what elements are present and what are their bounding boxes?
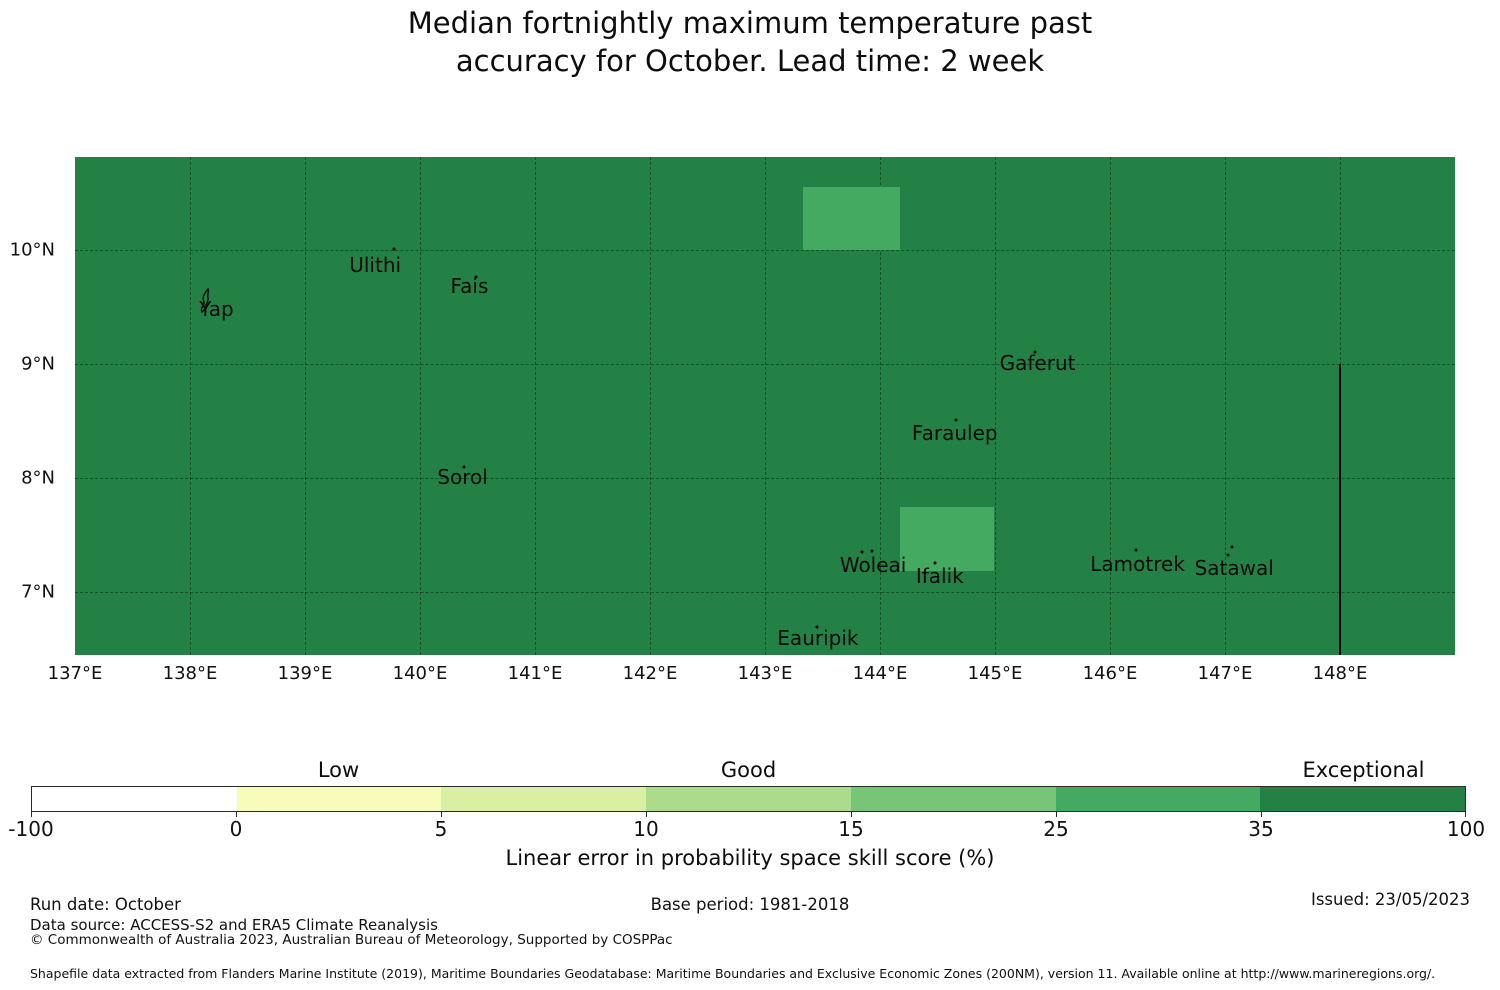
island-dot xyxy=(870,549,874,553)
island-dot xyxy=(1230,545,1234,549)
island-label: Lamotrek xyxy=(1090,551,1185,576)
colorbar-axis-label: Linear error in probability space skill … xyxy=(505,846,995,870)
map-plot: Yap Ulithi Fais Sorol Gaferut Faraulep Woleai I… xyxy=(75,157,1455,655)
data-source-text: Data source: ACCESS-S2 and ERA5 Climate … xyxy=(30,916,438,934)
skill-score-cell xyxy=(899,506,994,571)
meridian-gridline xyxy=(190,157,191,655)
island-dot xyxy=(815,625,819,628)
island-dot xyxy=(954,418,958,422)
island-label: Ifalik xyxy=(915,564,964,589)
x-axis-tick-label: 138°E xyxy=(162,663,218,684)
x-axis-tick-label: 137°E xyxy=(47,663,103,684)
island-label: Faraulep xyxy=(911,420,998,445)
colorbar-category-label: Good xyxy=(720,758,777,782)
y-axis-tick-label: 10°N xyxy=(9,239,55,261)
colorbar-tick-label: 0 xyxy=(229,817,243,841)
colorbar-segment xyxy=(1260,787,1466,811)
x-axis-tick-label: 147°E xyxy=(1197,663,1253,684)
x-axis-tick-label: 144°E xyxy=(852,663,908,684)
eez-boundary-line xyxy=(1339,364,1341,655)
colorbar-tick-label: 15 xyxy=(838,817,864,841)
shapefile-note-text: Shapefile data extracted from Flanders M… xyxy=(30,966,1436,981)
island-dot xyxy=(1226,553,1230,557)
colorbar-tickmark xyxy=(441,812,442,817)
colorbar-category-label: Low xyxy=(317,758,360,782)
parallel-gridline xyxy=(75,478,1455,480)
meridian-gridline xyxy=(420,157,421,655)
island-label: Satawal xyxy=(1194,556,1274,581)
island-dot xyxy=(1033,350,1037,354)
colorbar-bar xyxy=(31,786,1466,812)
skill-score-cell xyxy=(802,186,900,251)
colorbar-segment xyxy=(850,787,1056,811)
chart-title: Median fortnightly maximum temperature p… xyxy=(407,6,1093,78)
copyright-text: © Commonwealth of Australia 2023, Austra… xyxy=(30,932,673,948)
colorbar-tickmark xyxy=(1261,812,1262,817)
island-dot xyxy=(933,561,937,565)
colorbar-tickmark xyxy=(236,812,237,817)
colorbar-tickmark xyxy=(1465,812,1466,817)
meridian-gridline xyxy=(305,157,306,655)
meridian-gridline xyxy=(880,157,881,655)
colorbar-tick-label: 10 xyxy=(633,817,659,841)
parallel-gridline xyxy=(75,364,1455,366)
yap-island-shape xyxy=(198,287,214,318)
meridian-gridline xyxy=(765,157,766,655)
y-axis-tick-label: 9°N xyxy=(21,353,55,375)
meridian-gridline xyxy=(1225,157,1226,655)
parallel-gridline xyxy=(75,250,1455,252)
colorbar-tick-labels: -100 0 5 10 15 25 35 100 xyxy=(8,817,1485,841)
y-axis-tick-label: 8°N xyxy=(21,467,55,489)
colorbar-segment xyxy=(646,787,851,811)
colorbar-segment xyxy=(1055,787,1261,811)
colorbar-tick-label: -100 xyxy=(8,817,54,841)
x-axis-tick-label: 141°E xyxy=(507,663,563,684)
colorbar-tick-label: 25 xyxy=(1043,817,1069,841)
colorbar-category-labels: Low Good Exceptional xyxy=(31,758,1466,784)
colorbar-tickmark xyxy=(1056,812,1057,817)
x-axis-tick-label: 142°E xyxy=(622,663,678,684)
island-dot xyxy=(1134,548,1138,552)
island-dot xyxy=(474,275,478,279)
colorbar-tickmarks xyxy=(31,812,1466,817)
colorbar-category-label: Exceptional xyxy=(1302,758,1425,782)
island-dot xyxy=(860,550,864,554)
base-period-text: Base period: 1981-2018 xyxy=(650,895,850,914)
island-label: Woleai xyxy=(839,552,907,577)
colorbar-tick-label: 35 xyxy=(1248,817,1274,841)
y-axis: 10°N 9°N 8°N 7°N xyxy=(0,157,65,655)
x-axis-tick-label: 146°E xyxy=(1082,663,1138,684)
parallel-gridline xyxy=(75,592,1455,594)
island-label: Yap xyxy=(199,296,234,321)
colorbar-segment xyxy=(32,787,237,811)
x-axis-tick-label: 143°E xyxy=(737,663,793,684)
y-axis-tick-label: 7°N xyxy=(21,581,55,603)
meridian-gridline xyxy=(995,157,996,655)
island-label: Fais xyxy=(450,273,489,298)
x-axis-tick-label: 140°E xyxy=(392,663,448,684)
issued-date-text: Issued: 23/05/2023 xyxy=(1310,890,1470,909)
meridian-gridline xyxy=(535,157,536,655)
colorbar-tickmark xyxy=(31,812,32,817)
run-date-text: Run date: October xyxy=(30,895,181,914)
colorbar-segment xyxy=(441,787,647,811)
x-axis-tick-label: 145°E xyxy=(967,663,1023,684)
island-label: Gaferut xyxy=(999,351,1076,376)
meridian-gridline xyxy=(1110,157,1111,655)
x-axis-tick-label: 139°E xyxy=(277,663,333,684)
island-label: Eauripik xyxy=(777,625,859,650)
colorbar-tick-label: 5 xyxy=(434,817,448,841)
colorbar-tickmark xyxy=(646,812,647,817)
island-dot xyxy=(462,465,466,469)
colorbar-tick-label: 100 xyxy=(1446,817,1486,841)
colorbar-segment xyxy=(236,787,442,811)
island-label: Ulithi xyxy=(349,253,402,278)
x-axis-tick-label: 148°E xyxy=(1312,663,1368,684)
meridian-gridline xyxy=(650,157,651,655)
colorbar-tickmark xyxy=(851,812,852,817)
island-label: Sorol xyxy=(437,465,488,490)
x-axis: 137°E 138°E 139°E 140°E 141°E 142°E 143°E 144°E… xyxy=(48,663,1455,689)
island-dot xyxy=(392,247,396,251)
